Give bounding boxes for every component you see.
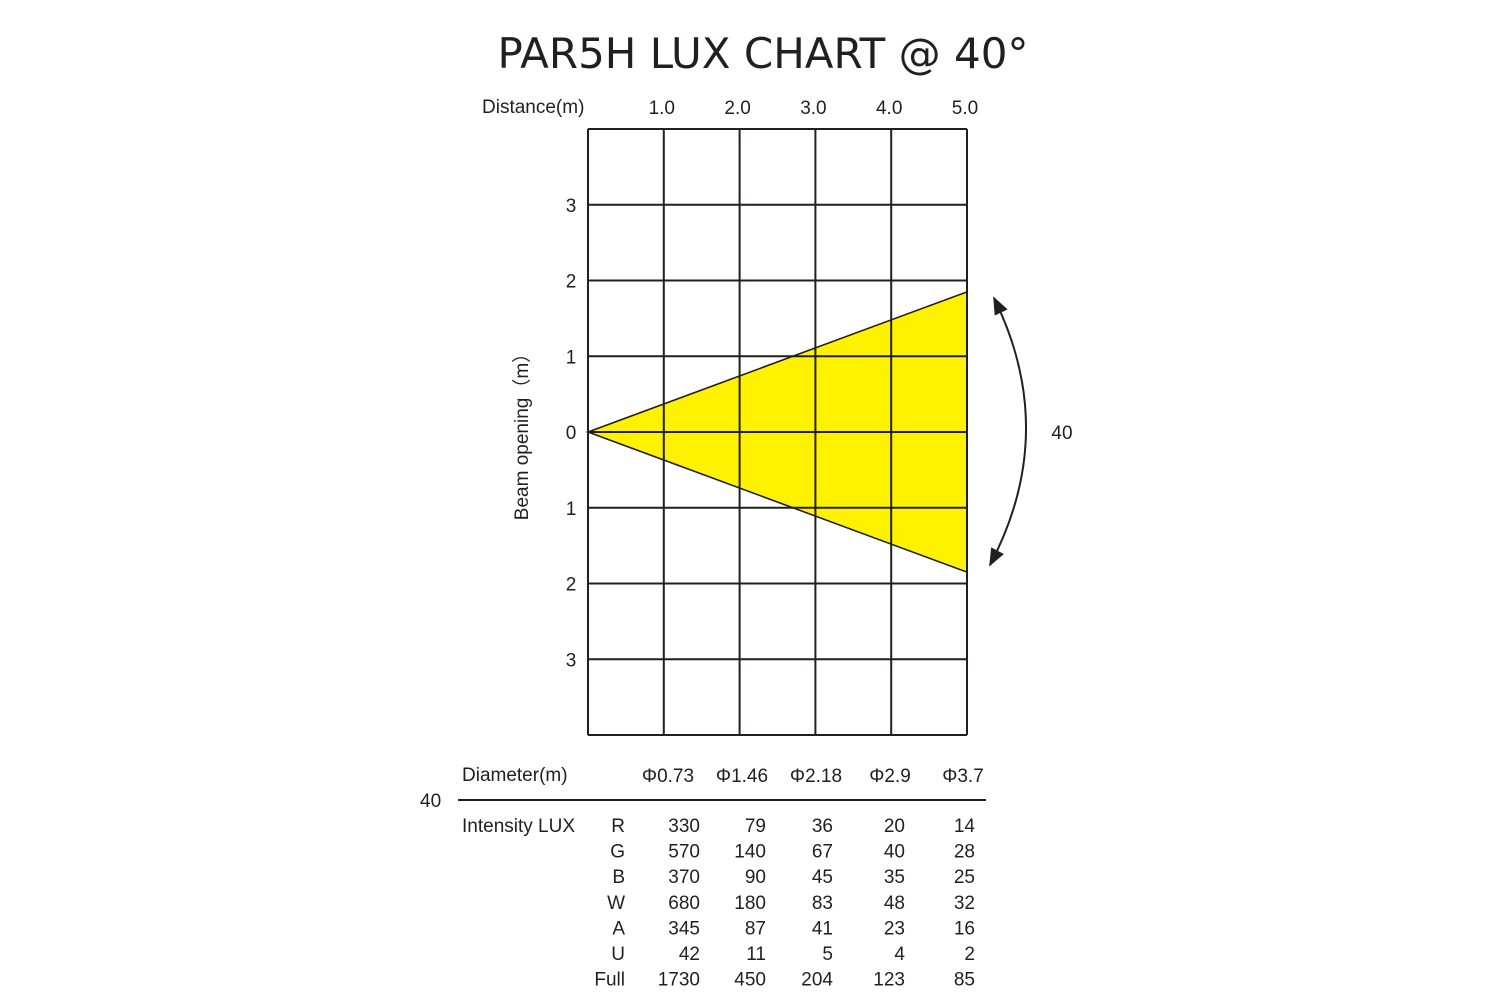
lux-value: 90 — [745, 867, 766, 888]
lux-value: 36 — [812, 816, 833, 837]
angle-row-label: 40 — [420, 791, 441, 812]
beam-angle-label: 40 — [1051, 423, 1072, 444]
lux-value: 180 — [734, 893, 766, 914]
lux-value: 79 — [745, 816, 766, 837]
lux-value: 16 — [954, 918, 975, 939]
y-tick-label: 1 — [566, 347, 577, 368]
lux-value: 5 — [822, 944, 833, 965]
diameter-value: Φ2.18 — [790, 766, 842, 787]
lux-value: 2 — [964, 944, 975, 965]
diameter-value: Φ1.46 — [716, 766, 768, 787]
diameter-value: Φ0.73 — [642, 766, 694, 787]
lux-value: 330 — [668, 816, 700, 837]
lux-value: 25 — [954, 867, 975, 888]
lux-value: 204 — [801, 970, 833, 991]
lux-value: 32 — [954, 893, 975, 914]
lux-value: 67 — [812, 842, 833, 863]
x-tick-label: 1.0 — [649, 98, 675, 119]
lux-value: 42 — [679, 944, 700, 965]
lux-value: 35 — [884, 867, 905, 888]
lux-value: 370 — [668, 867, 700, 888]
lux-value: 14 — [954, 816, 976, 837]
lux-value: 345 — [668, 918, 700, 939]
lux-value: 4 — [894, 944, 905, 965]
channel-label: W — [607, 893, 625, 914]
channel-label: A — [612, 918, 625, 939]
y-tick-label: 2 — [566, 575, 577, 596]
x-tick-label: 4.0 — [876, 98, 902, 119]
lux-value: 28 — [954, 842, 975, 863]
lux-value: 680 — [668, 893, 700, 914]
channel-label: R — [611, 816, 625, 837]
channel-label: B — [612, 867, 625, 888]
x-tick-label: 2.0 — [724, 98, 750, 119]
lux-value: 41 — [812, 918, 833, 939]
channel-label: G — [610, 842, 625, 863]
lux-value: 48 — [884, 893, 905, 914]
diameter-value: Φ3.7 — [942, 766, 984, 787]
channel-label: U — [611, 944, 625, 965]
y-axis-label: Beam opening（m） — [511, 344, 533, 520]
y-tick-label: 3 — [566, 650, 577, 671]
y-tick-label: 1 — [566, 499, 577, 520]
y-tick-label: 0 — [566, 423, 577, 444]
lux-value: 20 — [884, 816, 905, 837]
y-tick-label: 3 — [566, 196, 577, 217]
x-tick-label: 3.0 — [800, 98, 826, 119]
intensity-label: Intensity LUX — [462, 816, 575, 837]
lux-value: 1730 — [658, 970, 700, 991]
lux-value: 140 — [734, 842, 766, 863]
lux-value: 570 — [668, 842, 700, 863]
diameter-label: Diameter(m) — [462, 765, 568, 786]
x-tick-label: 5.0 — [952, 98, 978, 119]
chart-title: PAR5H LUX CHART @ 40° — [498, 29, 1029, 78]
lux-value: 45 — [812, 867, 833, 888]
lux-value: 450 — [734, 970, 766, 991]
lux-value: 40 — [884, 842, 905, 863]
lux-value: 11 — [746, 944, 766, 965]
x-axis-label: Distance(m) — [482, 97, 584, 118]
beam-angle-arrow — [989, 296, 1027, 567]
channel-label: Full — [594, 970, 625, 991]
lux-value: 83 — [812, 893, 833, 914]
lux-value: 123 — [873, 970, 905, 991]
lux-value: 87 — [745, 918, 766, 939]
lux-value: 85 — [954, 970, 975, 991]
lux-value: 23 — [884, 918, 905, 939]
diameter-value: Φ2.9 — [869, 766, 911, 787]
y-tick-label: 2 — [566, 272, 577, 293]
